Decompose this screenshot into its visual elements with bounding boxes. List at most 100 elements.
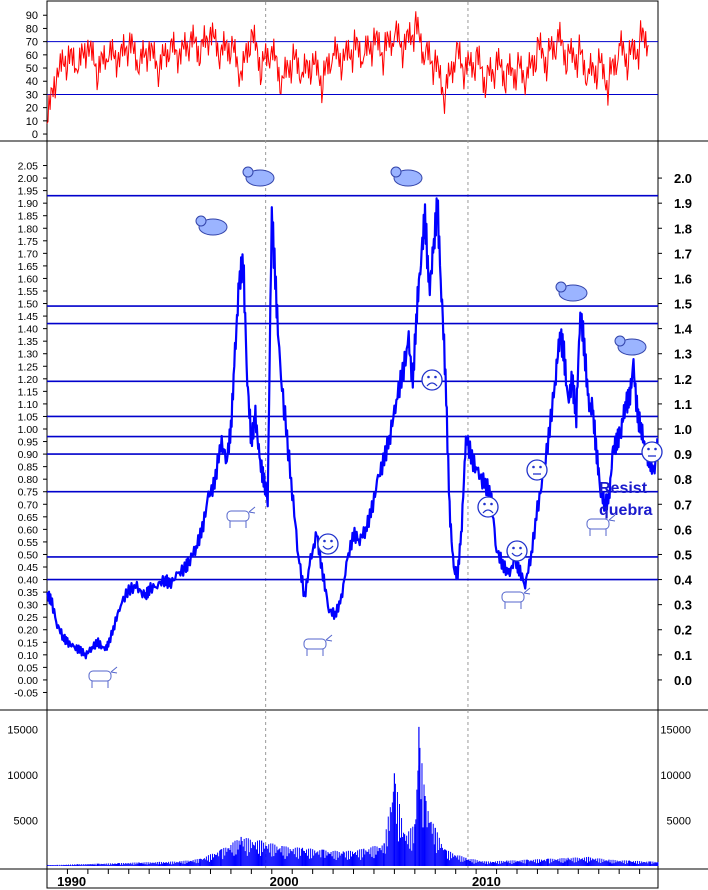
price-y-tick-left: 1.25	[18, 361, 39, 373]
price-y-tick-right: 0.8	[674, 472, 692, 487]
price-y-tick-left: 0.15	[18, 637, 39, 649]
bull-icon	[88, 666, 118, 688]
price-y-tick-left: 0.25	[18, 612, 39, 624]
price-y-tick-left: 0.75	[18, 487, 39, 499]
volume-y-tick-right: 10000	[660, 770, 691, 782]
price-panel: 2.052.001.951.901.851.801.751.701.651.60…	[14, 161, 693, 700]
x-tick-label: 1990	[57, 874, 86, 889]
rsi-y-tick: 80	[26, 23, 38, 35]
face-eye	[434, 375, 437, 379]
price-y-tick-left: 1.55	[18, 286, 39, 298]
bull-icon	[303, 634, 333, 656]
bull-icon-body	[501, 591, 525, 603]
bear-icon	[390, 166, 423, 187]
price-y-tick-left: 1.45	[18, 311, 39, 323]
bull-icon-body	[88, 670, 112, 682]
rsi-y-tick: 60	[26, 50, 38, 62]
bull-icon	[501, 587, 531, 609]
rsi-y-tick: 40	[26, 76, 38, 88]
price-y-tick-left: 2.00	[18, 173, 39, 185]
price-y-tick-left: 1.30	[18, 349, 39, 361]
price-y-tick-left: 0.45	[18, 562, 39, 574]
price-y-tick-left: 0.60	[18, 524, 39, 536]
smile-face-icon	[317, 533, 339, 555]
price-y-tick-left: 1.80	[18, 223, 39, 235]
price-y-tick-left: 1.60	[18, 273, 39, 285]
price-y-tick-left: 0.55	[18, 537, 39, 549]
bull-icon-horn	[608, 514, 616, 522]
volume-panel: 5000 5000 10000 10000 15000 15000	[7, 725, 691, 866]
bear-icon	[555, 281, 588, 302]
rsi-series-line	[46, 11, 649, 124]
rsi-y-tick: 30	[26, 89, 38, 101]
price-y-tick-right: 1.8	[674, 221, 692, 236]
rsi-y-tick: 0	[32, 129, 38, 141]
price-annotation-text: quebra	[599, 502, 652, 519]
bull-icon-horn	[248, 506, 256, 514]
neutral-face-icon	[641, 441, 663, 463]
bull-icon	[226, 506, 256, 528]
face-outline	[641, 441, 663, 463]
price-y-tick-right: 0.0	[674, 673, 692, 688]
volume-y-tick: 15000	[7, 725, 38, 737]
rsi-y-tick: 90	[26, 10, 38, 22]
price-y-tick-left: 1.15	[18, 386, 39, 398]
frown-face-icon	[421, 369, 443, 391]
face-eye	[323, 539, 326, 543]
price-y-tick-right: 1.6	[674, 271, 692, 286]
face-eye	[512, 546, 515, 550]
face-mouth	[482, 509, 494, 514]
face-eye	[330, 539, 333, 543]
face-eye	[427, 375, 430, 379]
price-y-tick-left: 1.35	[18, 336, 39, 348]
bear-icon	[614, 335, 647, 356]
price-y-tick-right: 0.9	[674, 447, 692, 462]
face-mouth	[426, 382, 438, 387]
price-y-tick-left: 1.10	[18, 399, 39, 411]
price-y-tick-left: 0.90	[18, 449, 39, 461]
price-y-tick-left: 1.75	[18, 236, 39, 248]
face-eye	[483, 502, 486, 506]
price-y-tick-left: 1.40	[18, 324, 39, 336]
price-y-tick-right: 2.0	[674, 171, 692, 186]
price-y-tick-right: 1.3	[674, 347, 692, 362]
face-outline	[421, 369, 443, 391]
price-y-tick-left: 1.05	[18, 411, 39, 423]
price-y-tick-right: 1.4	[674, 322, 693, 337]
volume-y-tick-right: 5000	[667, 816, 691, 828]
bull-icon-horn	[523, 587, 531, 595]
bull-icon-body	[226, 510, 250, 522]
face-eye	[539, 465, 542, 469]
bear-icon-head	[614, 335, 626, 347]
price-y-tick-left: 1.50	[18, 299, 39, 311]
price-y-tick-left: 0.65	[18, 512, 39, 524]
bear-icon-head	[195, 215, 207, 227]
rsi-y-tick: 70	[26, 37, 38, 49]
price-y-tick-left: 0.80	[18, 474, 39, 486]
bull-icon-horn	[325, 634, 333, 642]
face-mouth	[511, 552, 523, 557]
price-y-tick-right: 1.2	[674, 372, 692, 387]
price-y-tick-right: 1.5	[674, 297, 692, 312]
rsi-y-tick: 50	[26, 63, 38, 75]
face-outline	[506, 540, 528, 562]
price-y-tick-left: 1.20	[18, 374, 39, 386]
price-y-tick-right: 0.5	[674, 547, 692, 562]
neutral-face-icon	[526, 459, 548, 481]
volume-y-tick: 5000	[14, 816, 38, 828]
face-eye	[490, 502, 493, 506]
face-outline	[477, 496, 499, 518]
price-y-tick-left: 0.10	[18, 650, 39, 662]
price-y-tick-left: 0.95	[18, 437, 39, 449]
volume-y-tick-right: 15000	[660, 725, 691, 737]
price-y-tick-left: -0.05	[14, 687, 38, 699]
bear-icon	[242, 166, 275, 187]
bull-icon-body	[303, 638, 327, 650]
price-y-tick-left: 2.05	[18, 161, 39, 173]
bear-icon-head	[390, 166, 402, 178]
price-y-tick-right: 0.7	[674, 497, 692, 512]
price-y-tick-right: 0.4	[674, 573, 693, 588]
price-y-tick-left: 0.00	[18, 675, 39, 687]
face-outline	[526, 459, 548, 481]
face-eye	[519, 546, 522, 550]
